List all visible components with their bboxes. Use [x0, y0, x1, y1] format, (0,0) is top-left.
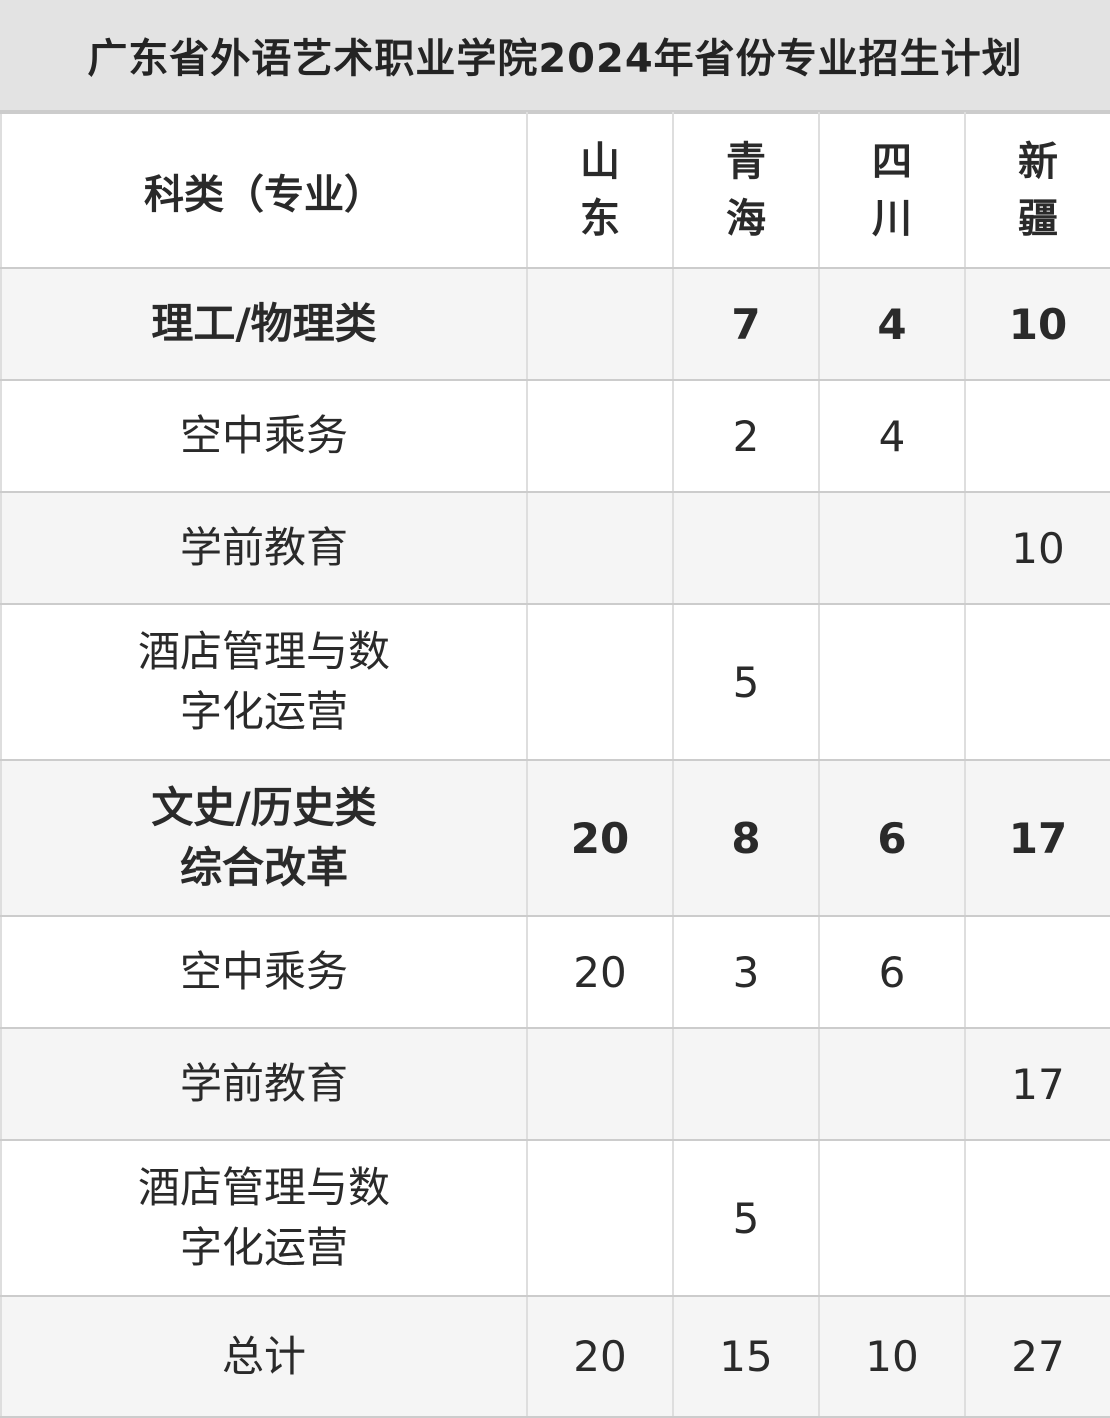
cell-value: 27 [964, 1295, 1110, 1418]
column-header-shandong: 山 东 [526, 112, 674, 269]
cell-value: 4 [818, 379, 966, 493]
row-label: 总计 [0, 1295, 528, 1418]
cell-value [526, 267, 674, 381]
table-row-science-category: 理工/物理类 7 4 10 [0, 267, 1110, 381]
cell-value [526, 491, 674, 605]
table-row-hotel-management-2: 酒店管理与数 字化运营 5 [0, 1139, 1110, 1297]
cell-value: 17 [964, 759, 1110, 917]
column-header-sichuan: 四 川 [818, 112, 966, 269]
column-header-xinjiang: 新 疆 [964, 112, 1110, 269]
cell-value: 7 [672, 267, 820, 381]
cell-value [818, 1027, 966, 1141]
cell-value: 10 [964, 491, 1110, 605]
cell-value: 6 [818, 759, 966, 917]
cell-value: 6 [818, 915, 966, 1029]
row-label: 文史/历史类 综合改革 [0, 759, 528, 917]
row-label: 学前教育 [0, 491, 528, 605]
cell-value [964, 1139, 1110, 1297]
cell-value: 20 [526, 1295, 674, 1418]
cell-value [964, 915, 1110, 1029]
cell-value [672, 1027, 820, 1141]
cell-value [964, 603, 1110, 761]
table-row-total: 总计 20 15 10 27 [0, 1295, 1110, 1418]
table-row-hotel-management: 酒店管理与数 字化运营 5 [0, 603, 1110, 761]
row-label: 空中乘务 [0, 915, 528, 1029]
cell-value [526, 603, 674, 761]
cell-value: 5 [672, 603, 820, 761]
table-row-preschool-education-2: 学前教育 17 [0, 1027, 1110, 1141]
column-header-category: 科类（专业） [0, 112, 528, 269]
cell-value [672, 491, 820, 605]
cell-value: 10 [964, 267, 1110, 381]
table-row-flight-attendant: 空中乘务 2 4 [0, 379, 1110, 493]
cell-value: 17 [964, 1027, 1110, 1141]
cell-value: 10 [818, 1295, 966, 1418]
cell-value: 20 [526, 915, 674, 1029]
row-label: 空中乘务 [0, 379, 528, 493]
row-label: 理工/物理类 [0, 267, 528, 381]
table-row-preschool-education: 学前教育 10 [0, 491, 1110, 605]
cell-value [818, 491, 966, 605]
cell-value: 8 [672, 759, 820, 917]
cell-value: 4 [818, 267, 966, 381]
row-label: 学前教育 [0, 1027, 528, 1141]
cell-value [964, 379, 1110, 493]
cell-value: 5 [672, 1139, 820, 1297]
row-label: 酒店管理与数 字化运营 [0, 1139, 528, 1297]
table-row-liberal-arts-category: 文史/历史类 综合改革 20 8 6 17 [0, 759, 1110, 917]
cell-value [818, 1139, 966, 1297]
cell-value [526, 1139, 674, 1297]
cell-value: 20 [526, 759, 674, 917]
enrollment-table: 科类（专业） 山 东 青 海 四 川 新 疆 理工/物理类 7 4 10 空中乘… [0, 112, 1110, 1418]
table-header-row: 科类（专业） 山 东 青 海 四 川 新 疆 [0, 112, 1110, 269]
cell-value: 2 [672, 379, 820, 493]
cell-value: 3 [672, 915, 820, 1029]
cell-value [526, 1027, 674, 1141]
cell-value [818, 603, 966, 761]
cell-value [526, 379, 674, 493]
row-label: 酒店管理与数 字化运营 [0, 603, 528, 761]
cell-value: 15 [672, 1295, 820, 1418]
table-row-flight-attendant-2: 空中乘务 20 3 6 [0, 915, 1110, 1029]
page-title: 广东省外语艺术职业学院2024年省份专业招生计划 [0, 0, 1110, 112]
column-header-qinghai: 青 海 [672, 112, 820, 269]
